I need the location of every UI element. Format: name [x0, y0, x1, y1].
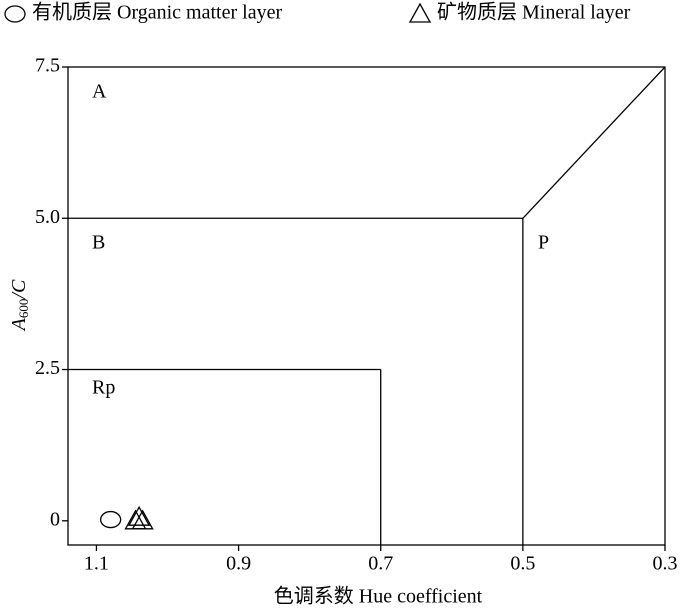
legend-marker	[408, 2, 432, 23]
point	[127, 505, 151, 526]
y-tick-label: 7.5	[35, 55, 60, 77]
legend-label: 有机质层 Organic matter layer	[32, 1, 282, 24]
x-tick-label: 1.1	[84, 553, 109, 575]
point	[99, 510, 122, 529]
y-axis-label: A600/C	[8, 279, 31, 332]
x-tick-label: 0.3	[653, 553, 678, 575]
boundary-diagonal	[522, 66, 666, 219]
point	[131, 509, 154, 530]
legend-marker	[4, 5, 26, 23]
y-label-main: A	[8, 317, 30, 332]
region-label: P	[538, 232, 549, 254]
x-axis-label: 色调系数 Hue coefficient	[274, 585, 483, 608]
x-tick-label: 0.9	[226, 553, 251, 575]
y-tick-label: 0	[50, 508, 60, 530]
x-tick-label: 0.7	[368, 553, 393, 575]
plot-frame	[67, 66, 666, 546]
region-label: Rp	[92, 377, 115, 399]
region-label: A	[92, 81, 107, 103]
y-tick-label: 5.0	[35, 206, 60, 228]
y-label-rest: /C	[8, 279, 30, 300]
legend-label: 矿物质层 Mineral layer	[437, 1, 631, 24]
y-tick-label: 2.5	[35, 357, 60, 379]
region-label: B	[92, 232, 105, 254]
y-label-sub: 600	[16, 299, 31, 319]
x-tick-label: 0.5	[510, 553, 535, 575]
